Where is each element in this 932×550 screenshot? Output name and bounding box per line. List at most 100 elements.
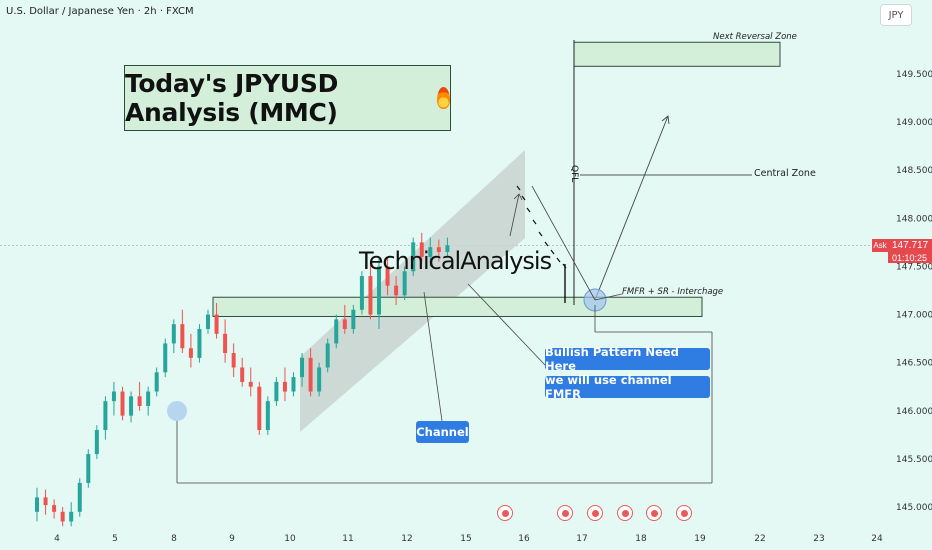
- candle-body: [368, 276, 373, 315]
- x-tick-label: 24: [871, 534, 883, 544]
- candle-body: [171, 324, 176, 344]
- channel-arrow: [509, 193, 520, 237]
- current-price-tag: 147.717: [888, 239, 932, 252]
- candle-body: [223, 333, 228, 354]
- sr-zone: [212, 296, 703, 317]
- connector-line: [594, 293, 623, 301]
- y-tick-label: 145.000: [896, 503, 932, 513]
- candle-body: [282, 381, 287, 392]
- x-tick-label: 18: [635, 534, 647, 544]
- fire-icon: [437, 87, 450, 109]
- projection-step: [516, 185, 521, 191]
- candle-body: [351, 309, 356, 329]
- channel-tag: Channel: [416, 421, 469, 443]
- candle-body: [300, 357, 305, 378]
- candle-body: [206, 314, 210, 329]
- candle-body: [419, 242, 424, 257]
- interchange-label: FMFR + SR - Interchage: [622, 287, 724, 297]
- x-tick-label: 19: [694, 534, 706, 544]
- symbol-title: U.S. Dollar / Japanese Yen · 2h · FXCM: [6, 6, 194, 17]
- candle-body: [52, 505, 57, 512]
- candle-body: [197, 328, 202, 358]
- x-tick-label: 4: [54, 534, 60, 544]
- projection-step: [556, 257, 561, 263]
- candle-body: [111, 391, 116, 402]
- y-tick-label: 146.000: [896, 407, 932, 417]
- candle-body: [385, 266, 390, 286]
- candle-body: [291, 377, 296, 392]
- y-tick-label: 148.500: [896, 166, 932, 176]
- candle-body: [317, 367, 322, 392]
- y-tick-label: 147.500: [896, 262, 932, 272]
- y-tick-label: 147.000: [896, 311, 932, 321]
- us-flag-icon[interactable]: [557, 505, 573, 521]
- candle-body: [308, 357, 313, 392]
- x-tick-label: 22: [754, 534, 765, 544]
- candle-body: [69, 511, 74, 522]
- y-tick-label: 145.500: [896, 455, 932, 465]
- candle-body: [120, 391, 125, 416]
- next-reversal-zone-label: Next Reversal Zone: [713, 32, 797, 42]
- candle-body: [137, 396, 142, 406]
- candle-body: [231, 353, 236, 368]
- x-tick-label: 10: [284, 534, 296, 544]
- candle-body: [274, 381, 279, 402]
- bar-countdown: 01:10:25: [888, 252, 932, 263]
- candle-body: [154, 372, 159, 392]
- ask-badge: Ask: [872, 239, 888, 252]
- projection-arrow: [594, 115, 669, 301]
- projection-step: [544, 241, 549, 247]
- candle-body: [402, 271, 407, 296]
- candle-body: [342, 319, 347, 329]
- currency-button[interactable]: JPY: [880, 4, 912, 26]
- channel-fmfr-tag: we will use channel FMFR: [545, 373, 710, 401]
- connector-line: [531, 185, 596, 301]
- projection-step: [532, 219, 537, 225]
- channel-arrow-head: [513, 193, 523, 201]
- projection-step: [538, 231, 543, 237]
- projection-arrow-head: [661, 115, 670, 125]
- candle-body: [129, 396, 134, 416]
- candle-body: [180, 324, 185, 349]
- candle-body: [377, 266, 381, 315]
- y-tick-label: 149.000: [896, 118, 932, 128]
- candle-body: [265, 401, 270, 431]
- candle-body: [325, 343, 330, 368]
- x-tick-label: 15: [460, 534, 471, 544]
- y-tick-label: 149.500: [896, 70, 932, 80]
- x-tick-label: 23: [813, 534, 824, 544]
- candle-body: [257, 386, 262, 431]
- us-flag-icon[interactable]: [497, 505, 513, 521]
- central-zone-label: Central Zone: [754, 168, 816, 179]
- x-tick-label: 11: [342, 534, 353, 544]
- candle-body: [428, 247, 433, 257]
- candle-body: [248, 381, 253, 387]
- swing-low-highlight: [167, 401, 187, 421]
- candle-body: [35, 497, 39, 512]
- us-flag-icon[interactable]: [676, 505, 692, 521]
- ascending-channel: [300, 150, 525, 432]
- candle-body: [240, 367, 245, 382]
- y-tick-label: 148.000: [896, 214, 932, 224]
- y-tick-label: 146.500: [896, 359, 932, 369]
- next-reversal-zone: [573, 41, 781, 67]
- candle-body: [86, 454, 91, 483]
- x-tick-label: 16: [518, 534, 530, 544]
- connector-line: [467, 283, 546, 366]
- x-tick-label: 17: [576, 534, 587, 544]
- event-icon[interactable]: [617, 505, 633, 521]
- event-icon[interactable]: [646, 505, 662, 521]
- candle-body: [394, 285, 399, 296]
- candle-body: [436, 247, 441, 253]
- x-tick-label: 9: [229, 534, 235, 544]
- x-tick-label: 12: [401, 534, 412, 544]
- x-tick-label: 8: [171, 534, 177, 544]
- candle-body: [411, 242, 416, 272]
- projection-step: [550, 249, 555, 255]
- candle-body: [214, 314, 219, 334]
- technical-analysis-label: TechnicalAnalysis: [359, 247, 552, 275]
- event-icon[interactable]: [587, 505, 603, 521]
- candle-body: [94, 430, 99, 455]
- candle-body: [163, 343, 168, 373]
